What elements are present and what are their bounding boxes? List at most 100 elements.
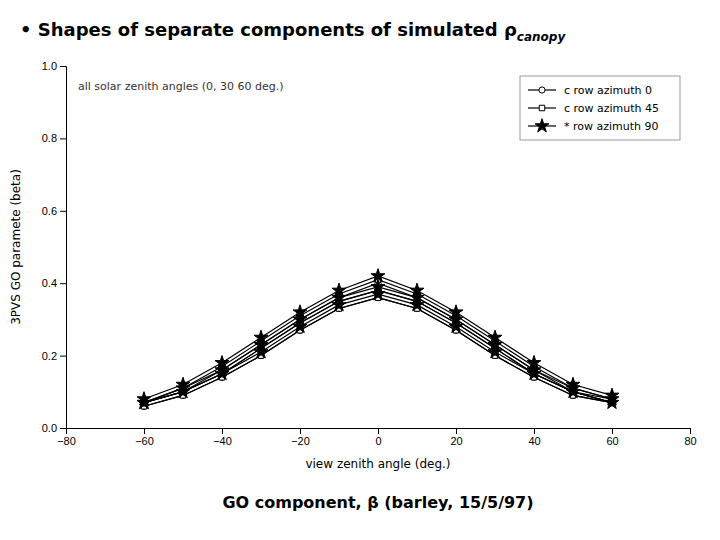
point (566, 377, 580, 390)
point (215, 356, 229, 369)
tick: 1.0 (42, 60, 66, 72)
tick: 0.2 (42, 350, 66, 362)
point (488, 330, 502, 343)
series (141, 295, 615, 410)
tick-label: −20 (291, 435, 310, 447)
point (254, 330, 268, 343)
tick: 0.8 (42, 132, 66, 144)
series-line (144, 298, 612, 407)
tick-label: 0.6 (42, 205, 57, 217)
tick-mark (60, 211, 66, 212)
tick-label: −80 (57, 435, 76, 447)
point (176, 377, 190, 390)
tick-label: 80 (684, 435, 696, 447)
tick-mark (222, 428, 223, 434)
tick-mark (144, 428, 145, 434)
point (332, 283, 346, 296)
legend-label: c row azimuth 0 (564, 84, 652, 97)
tick-mark (60, 356, 66, 357)
x-axis: −80 −60 −40 −20 0 20 40 60 80 (57, 428, 696, 447)
tick: −80 (57, 428, 76, 447)
tick: 20 (450, 428, 462, 447)
tick-label: −40 (213, 435, 232, 447)
legend: c row azimuth 0 c row azimuth 45 * row azi… (520, 76, 680, 140)
series (141, 280, 615, 406)
series (137, 287, 619, 409)
series (141, 288, 614, 406)
subtitle: GO component, β (barley, 15/5/97) (222, 493, 533, 512)
tick-label: 60 (606, 435, 618, 447)
point (293, 305, 307, 318)
series-line (144, 294, 612, 403)
tick: 80 (684, 428, 696, 447)
chart-svg: −80 −60 −40 −20 0 20 40 60 80 0.0 0.2 0.4 0.6 0.8 1.0 a… (0, 0, 720, 540)
y-axis: 0.0 0.2 0.4 0.6 0.8 1.0 (42, 60, 67, 434)
tick-mark (534, 428, 535, 434)
title: • Shapes of separate components of simul… (20, 19, 566, 44)
series (137, 269, 619, 405)
point (137, 392, 151, 405)
x-axis-title: view zenith angle (deg.) (305, 457, 450, 471)
tick: 40 (528, 428, 540, 447)
tick-label: −60 (135, 435, 154, 447)
tick-label: 20 (450, 435, 462, 447)
series-line (144, 290, 612, 402)
series-line (144, 283, 612, 402)
axis-line (60, 67, 67, 429)
series-line (144, 276, 612, 399)
legend-box (520, 76, 680, 140)
series (141, 277, 614, 406)
chart-container: −80 −60 −40 −20 0 20 40 60 80 0.0 0.2 0.4 0.6 0.8 1.0 a… (0, 0, 720, 540)
tick-mark (60, 428, 66, 429)
annotation: all solar zenith angles (0, 30 60 deg.) (78, 80, 284, 93)
tick-mark (612, 428, 613, 434)
tick: −40 (213, 428, 232, 447)
tick-label: 0.0 (42, 422, 57, 434)
point (605, 388, 619, 401)
y-axis-title: 3PVS GO paramete (beta) (9, 169, 23, 325)
tick-mark (60, 283, 66, 284)
series-line (144, 287, 612, 403)
legend-symbol (535, 119, 549, 132)
legend-symbol (539, 105, 544, 110)
tick-mark (378, 428, 379, 434)
series (137, 280, 619, 409)
tick: 0.6 (42, 205, 66, 217)
point (371, 269, 385, 282)
legend-item: c row azimuth 45 (528, 102, 659, 115)
legend-label: * row azimuth 90 (564, 120, 659, 133)
tick-label: 0.2 (42, 350, 57, 362)
point (449, 305, 463, 318)
tick-label: 40 (528, 435, 540, 447)
series-line (144, 298, 612, 407)
plot-area: −80 −60 −40 −20 0 20 40 60 80 0.0 0.2 0.4 0.6 0.8 1.0 a… (42, 60, 697, 447)
tick-label: 0.8 (42, 132, 57, 144)
tick-label: 1.0 (42, 60, 57, 72)
title-main: • Shapes of separate components of simul… (20, 19, 517, 40)
tick-mark (690, 428, 691, 434)
tick: 0.4 (42, 277, 66, 289)
tick-mark (456, 428, 457, 434)
point (527, 356, 541, 369)
axis-line (67, 429, 691, 435)
point (410, 283, 424, 296)
tick: −60 (135, 428, 154, 447)
title-subscript: canopy (517, 30, 567, 44)
tick: 0 (375, 428, 381, 447)
legend-symbol (539, 87, 545, 93)
series-line (144, 290, 612, 402)
legend-item: * row azimuth 90 (528, 119, 659, 133)
series-group (137, 269, 619, 410)
series (141, 295, 614, 409)
series (141, 287, 615, 405)
legend-label: c row azimuth 45 (564, 102, 659, 115)
tick-mark (300, 428, 301, 434)
tick-label: 0.4 (42, 277, 57, 289)
point (371, 280, 385, 293)
tick-mark (60, 138, 66, 139)
tick: 0.0 (42, 422, 66, 434)
tick-mark (60, 66, 66, 67)
series-line (144, 280, 612, 403)
tick-label: 0 (375, 435, 381, 447)
tick: 60 (606, 428, 618, 447)
